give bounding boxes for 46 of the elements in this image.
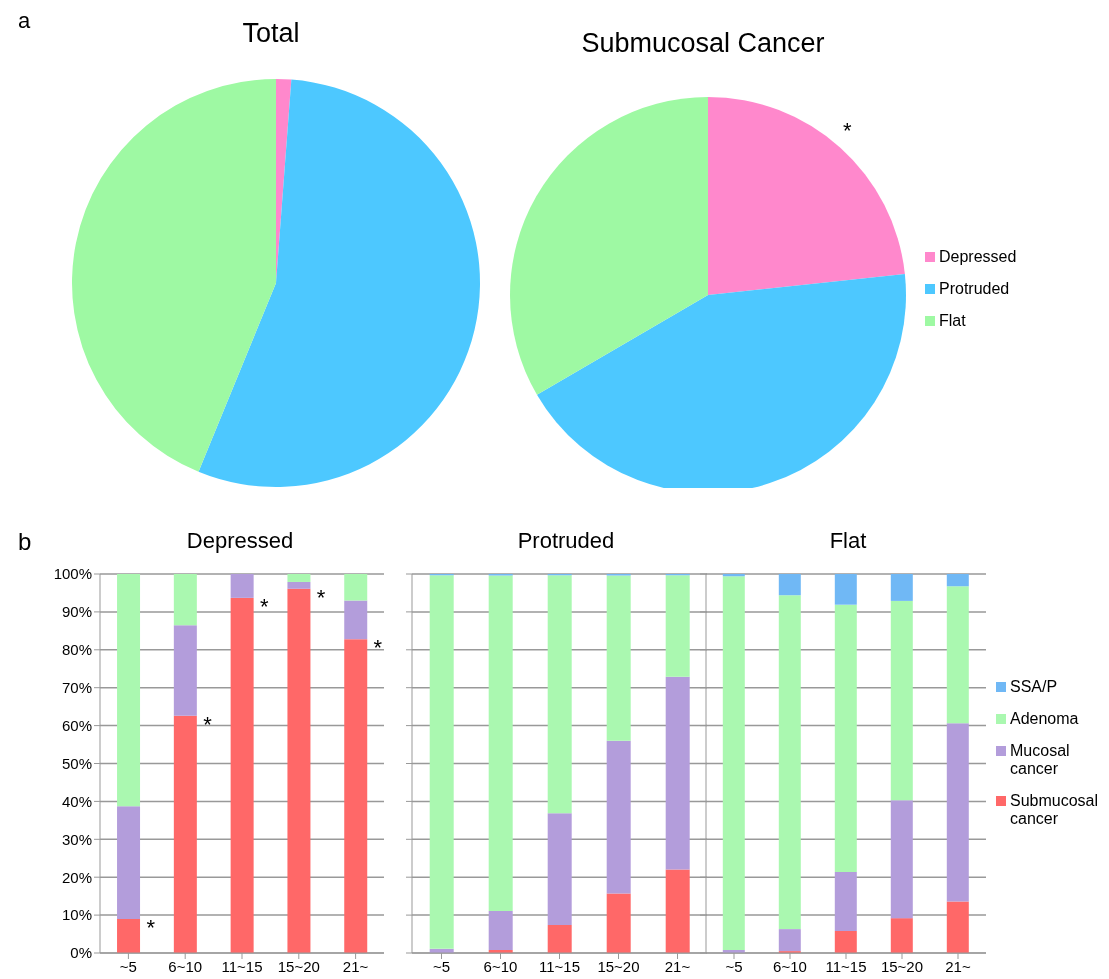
annotation: * bbox=[203, 711, 213, 737]
annotation: * bbox=[260, 593, 269, 619]
chart-title: Total bbox=[241, 18, 301, 49]
text: * bbox=[843, 118, 852, 144]
y-tick-label: 40% bbox=[61, 792, 92, 810]
x-tick-label: 6~10 bbox=[168, 957, 203, 975]
chart-title: Protruded bbox=[516, 528, 616, 554]
x-tick-label: ~5 bbox=[725, 957, 743, 975]
y-tick-label: 20% bbox=[61, 868, 92, 886]
x-tick-label: 15~20 bbox=[597, 957, 640, 975]
x-tick-label: 21~ bbox=[664, 957, 691, 975]
x-tick-label: 11~15 bbox=[221, 957, 263, 975]
y-tick-label: 0% bbox=[70, 944, 92, 962]
y-tick-label: 70% bbox=[61, 679, 92, 697]
legend-label: Flat bbox=[939, 312, 966, 330]
x-tick-label: ~5 bbox=[119, 957, 137, 975]
x-tick-label: 6~10 bbox=[773, 957, 807, 975]
text: a bbox=[18, 8, 31, 34]
y-tick-label: 60% bbox=[61, 716, 92, 734]
annotation: * bbox=[373, 635, 383, 661]
x-tick-label: 11~15 bbox=[825, 957, 867, 975]
x-tick-label: ~5 bbox=[432, 957, 451, 975]
legend-label: Protruded bbox=[939, 280, 1010, 298]
y-tick-label: 30% bbox=[61, 830, 92, 848]
y-tick-label: 100% bbox=[53, 565, 92, 583]
x-tick-label: 15~20 bbox=[880, 957, 924, 975]
x-tick-label: 21~ bbox=[945, 957, 971, 975]
chart-title: Depressed bbox=[185, 528, 295, 554]
x-tick-label: 11~15 bbox=[538, 957, 581, 975]
y-tick-label: 10% bbox=[61, 906, 92, 924]
text: b bbox=[18, 528, 32, 556]
x-tick-label: 21~ bbox=[342, 957, 369, 975]
chart-title: Submucosal Cancer bbox=[580, 28, 826, 59]
y-tick-label: 80% bbox=[61, 641, 92, 659]
legend-label: Adenoma bbox=[1010, 710, 1079, 728]
annotation: * bbox=[316, 584, 326, 610]
x-tick-label: 15~20 bbox=[277, 957, 320, 975]
y-tick-label: 90% bbox=[61, 603, 92, 621]
legend-label: Mucosal cancer bbox=[1010, 742, 1071, 778]
legend-label: SSA/P bbox=[1010, 678, 1058, 696]
legend-label: Submucosal cancer bbox=[1010, 792, 1100, 828]
y-tick-label: 50% bbox=[61, 754, 92, 772]
chart-title: Flat bbox=[828, 528, 868, 554]
legend-label: Depressed bbox=[939, 248, 1017, 266]
annotation: * bbox=[146, 914, 156, 940]
x-tick-label: 6~10 bbox=[483, 957, 518, 975]
